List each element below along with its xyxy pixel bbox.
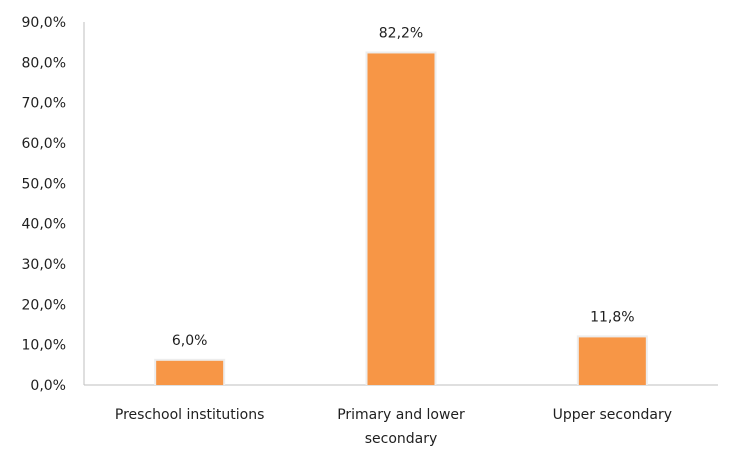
y-tick-label: 80,0% bbox=[22, 55, 66, 71]
data-label: 82,2% bbox=[379, 25, 423, 41]
y-tick-label: 10,0% bbox=[22, 338, 66, 354]
data-label: 6,0% bbox=[172, 333, 208, 349]
y-tick-label: 0,0% bbox=[30, 378, 66, 394]
x-category-label: Primary and lower bbox=[337, 407, 465, 423]
y-tick-label: 40,0% bbox=[22, 217, 66, 233]
y-tick-label: 90,0% bbox=[22, 15, 66, 31]
bar bbox=[156, 360, 224, 385]
y-tick-label: 20,0% bbox=[22, 297, 66, 313]
x-category-label: secondary bbox=[365, 431, 438, 447]
bar bbox=[367, 53, 435, 386]
bar bbox=[578, 337, 646, 385]
y-tick-label: 60,0% bbox=[22, 136, 66, 152]
y-tick-label: 50,0% bbox=[22, 176, 66, 192]
data-labels: 6,0% 82,2% 11,8% bbox=[172, 25, 635, 348]
bars bbox=[154, 51, 648, 386]
data-label: 11,8% bbox=[590, 309, 634, 325]
y-tick-label: 30,0% bbox=[22, 257, 66, 273]
y-tick-label: 70,0% bbox=[22, 96, 66, 112]
x-category-label: Preschool institutions bbox=[115, 407, 265, 423]
y-axis: 0,0% 10,0% 20,0% 30,0% 40,0% 50,0% 60,0% 70,0% 8… bbox=[22, 15, 85, 394]
x-category-label: Upper secondary bbox=[553, 407, 672, 423]
x-axis: Preschool institutions Primary and lower s… bbox=[84, 384, 718, 447]
